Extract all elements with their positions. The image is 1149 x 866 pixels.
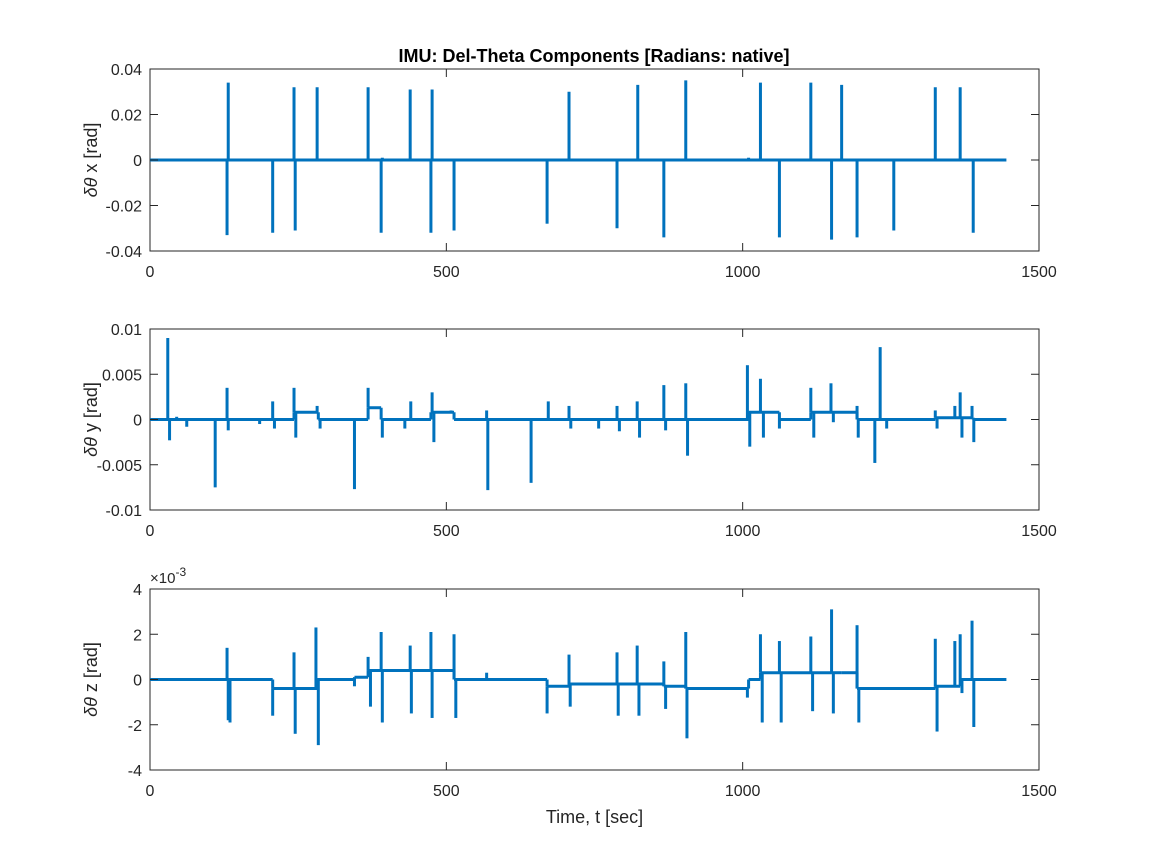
- y-tick-label: 4: [133, 582, 142, 599]
- x-tick-label: 500: [433, 783, 460, 800]
- y-tick-label: 0.005: [102, 367, 142, 384]
- y-tick-label: 0: [133, 673, 142, 690]
- y-tick-label: -2: [128, 718, 142, 735]
- x-tick-label: 1000: [725, 783, 761, 800]
- subplot-3: 0 500 1000 1500 -4 -2 0 2 4 δθ z [rad] Time, t [se…: [81, 565, 1057, 827]
- y-tick-label: -0.005: [97, 458, 142, 475]
- x-tick-label: 1000: [725, 264, 761, 281]
- chart-title: IMU: Del-Theta Components [Radians: nati…: [398, 46, 789, 66]
- subplot-2: 0 500 1000 1500 -0.01 -0.005 0 0.005 0.01 δθ y [r…: [81, 322, 1057, 540]
- series-line: [150, 338, 1007, 491]
- subplot-1: 0 500 1000 1500 -0.04 -0.02 0 0.02 0.04 δθ x [rad…: [81, 62, 1057, 281]
- y-tick-label: 0.04: [111, 62, 142, 79]
- y-tick-label: 0.01: [111, 322, 142, 339]
- x-tick-label: 500: [433, 264, 460, 281]
- y-label-symbol: δθ: [81, 697, 101, 717]
- y-tick-label: -0.01: [106, 503, 143, 520]
- series-line: [150, 80, 1007, 240]
- y-axis-label: δθ y [rad]: [81, 382, 101, 457]
- y-label-text: z [rad]: [81, 642, 101, 697]
- y-label-symbol: δθ: [81, 437, 101, 457]
- y-axis-label: δθ z [rad]: [81, 642, 101, 717]
- x-tick-label: 1000: [725, 523, 761, 540]
- exponent-power: -3: [175, 565, 186, 579]
- exponent-label: ×10-3: [150, 565, 186, 587]
- y-label-symbol: δθ: [81, 177, 101, 197]
- y-tick-label: 0: [133, 413, 142, 430]
- plot-area: [149, 588, 1040, 771]
- y-tick-label: -0.04: [106, 244, 143, 261]
- x-tick-label: 0: [146, 264, 155, 281]
- y-label-text: y [rad]: [81, 382, 101, 437]
- y-axis-label: δθ x [rad]: [81, 123, 101, 198]
- y-tick-label: 0.02: [111, 108, 142, 125]
- x-tick-label: 1500: [1021, 264, 1057, 281]
- x-tick-label: 0: [146, 523, 155, 540]
- x-tick-label: 0: [146, 783, 155, 800]
- y-tick-label: -0.02: [106, 199, 143, 216]
- y-tick-label: 2: [133, 627, 142, 644]
- y-tick-label: 0: [133, 153, 142, 170]
- exponent-base: ×10: [150, 570, 175, 587]
- x-tick-label: 1500: [1021, 783, 1057, 800]
- y-tick-label: -4: [128, 763, 142, 780]
- y-label-text: x [rad]: [81, 123, 101, 178]
- series-line: [150, 609, 1007, 746]
- x-tick-label: 1500: [1021, 523, 1057, 540]
- x-tick-label: 500: [433, 523, 460, 540]
- axes-container: 0 500 1000 1500 -0.04 -0.02 0 0.02 0.04 δθ x [rad…: [81, 62, 1057, 827]
- x-axis-label: Time, t [sec]: [546, 807, 643, 827]
